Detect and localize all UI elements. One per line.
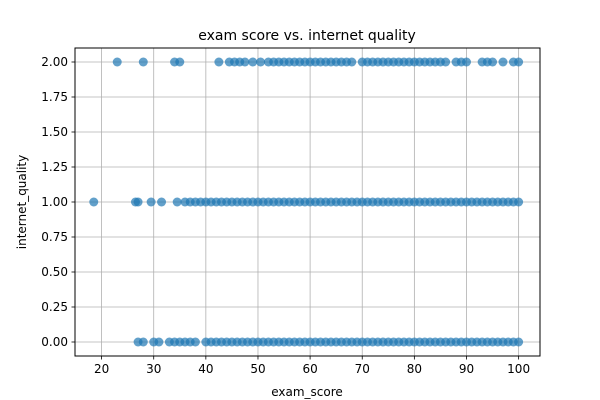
scatter-point [157, 197, 167, 207]
y-tick-label: 2.00 [41, 55, 68, 69]
x-tick-label: 40 [198, 362, 213, 376]
y-tick-label: 1.50 [41, 125, 68, 139]
scatter-point [138, 57, 148, 67]
y-tick-label: 0.00 [41, 335, 68, 349]
x-tick-label: 90 [459, 362, 474, 376]
scatter-point [498, 57, 508, 67]
scatter-point [133, 197, 143, 207]
scatter-point [172, 197, 182, 207]
scatter-points [89, 57, 524, 347]
x-axis-ticks: 20 30 40 50 60 70 80 90 100 [94, 356, 530, 376]
y-tick-label: 0.50 [41, 265, 68, 279]
scatter-point [514, 57, 524, 67]
y-tick-label: 1.75 [41, 90, 68, 104]
scatter-point [347, 57, 357, 67]
y-tick-label: 0.25 [41, 300, 68, 314]
x-tick-label: 70 [355, 362, 370, 376]
x-tick-label: 100 [507, 362, 530, 376]
y-axis-label: internet_quality [15, 155, 29, 250]
y-axis-ticks: 0.00 0.25 0.50 0.75 1.00 1.25 1.50 1.75 2.00 [41, 55, 75, 349]
scatter-point [514, 197, 524, 207]
x-tick-label: 30 [146, 362, 161, 376]
scatter-point [154, 337, 164, 347]
scatter-point [441, 57, 451, 67]
scatter-point [190, 337, 200, 347]
scatter-point [488, 57, 498, 67]
scatter-point [514, 337, 524, 347]
scatter-point [175, 57, 185, 67]
scatter-point [89, 197, 99, 207]
scatter-point [146, 197, 156, 207]
scatter-point [248, 57, 258, 67]
scatter-point [240, 57, 250, 67]
x-tick-label: 60 [302, 362, 317, 376]
x-tick-label: 80 [407, 362, 422, 376]
scatter-point [461, 57, 471, 67]
scatter-point [214, 57, 224, 67]
y-tick-label: 0.75 [41, 230, 68, 244]
chart-title: exam score vs. internet quality [198, 28, 416, 44]
scatter-point [138, 337, 148, 347]
x-tick-label: 50 [250, 362, 265, 376]
scatter-point [256, 57, 266, 67]
x-tick-label: 20 [94, 362, 109, 376]
y-tick-label: 1.00 [41, 195, 68, 209]
scatter-point [112, 57, 122, 67]
x-axis-label: exam_score [271, 385, 343, 399]
y-tick-label: 1.25 [41, 160, 68, 174]
